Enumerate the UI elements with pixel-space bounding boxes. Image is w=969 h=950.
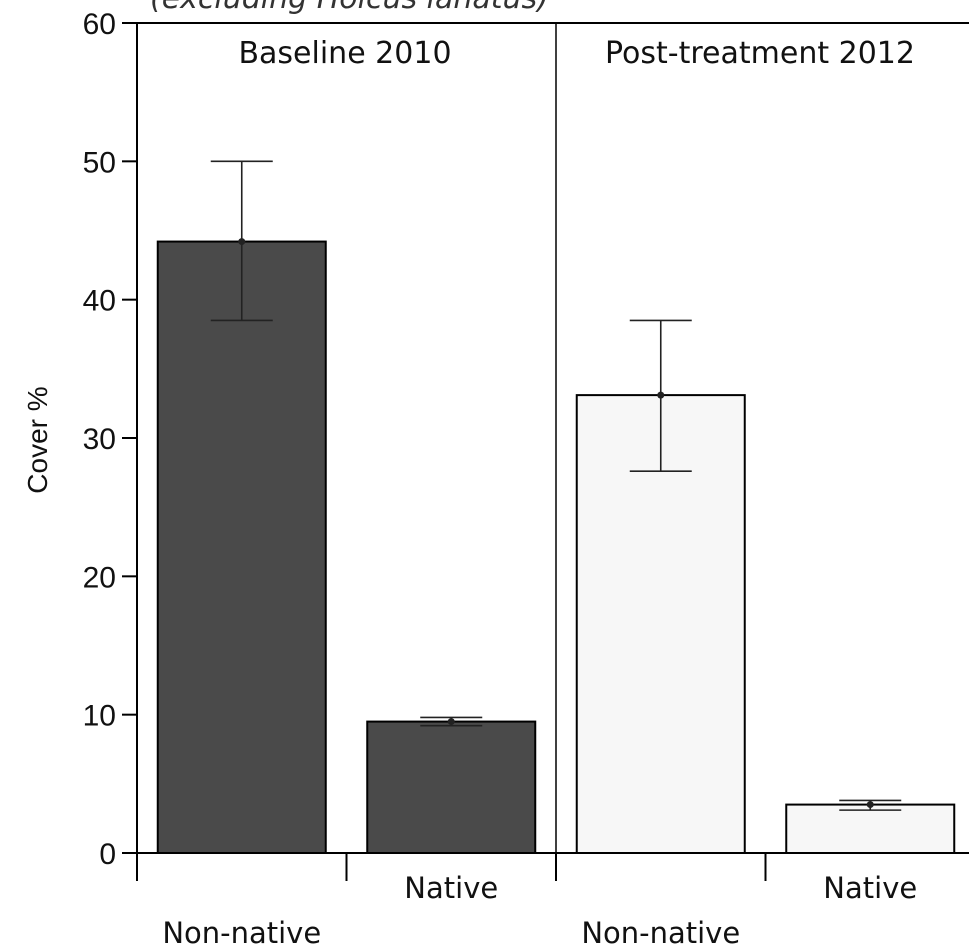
y-tick-label: 40	[83, 285, 116, 318]
bar	[785, 803, 956, 854]
x-tick-label: Native	[823, 871, 917, 905]
bar	[366, 720, 537, 854]
y-tick-label: 20	[83, 561, 116, 594]
x-tick-label: Non-native	[162, 916, 321, 950]
mean-point	[866, 801, 874, 809]
mean-point	[238, 238, 246, 246]
panel-title-baseline: Baseline 2010	[238, 36, 451, 71]
x-tick-label: Native	[404, 871, 498, 905]
y-tick-label: 30	[83, 423, 116, 456]
mean-point	[447, 718, 455, 726]
y-tick-label: 60	[83, 8, 116, 41]
y-tick-label: 50	[83, 146, 116, 179]
panel-title-post-treatment: Post-treatment 2012	[605, 36, 915, 71]
y-tick-label: 0	[99, 838, 116, 871]
mean-point	[657, 391, 665, 399]
x-tick-label: Non-native	[581, 916, 740, 950]
y-tick-label: 10	[83, 700, 116, 733]
bar	[156, 240, 327, 855]
chart-title: (excluding Holcus lanatus)	[150, 0, 549, 16]
y-axis-title: Cover %	[22, 386, 53, 493]
